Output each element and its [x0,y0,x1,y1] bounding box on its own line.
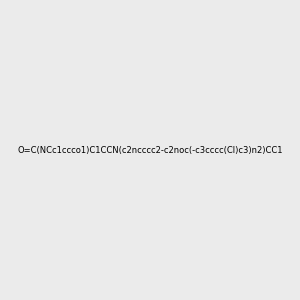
Text: O=C(NCc1ccco1)C1CCN(c2ncccc2-c2noc(-c3cccc(Cl)c3)n2)CC1: O=C(NCc1ccco1)C1CCN(c2ncccc2-c2noc(-c3cc… [17,146,283,154]
